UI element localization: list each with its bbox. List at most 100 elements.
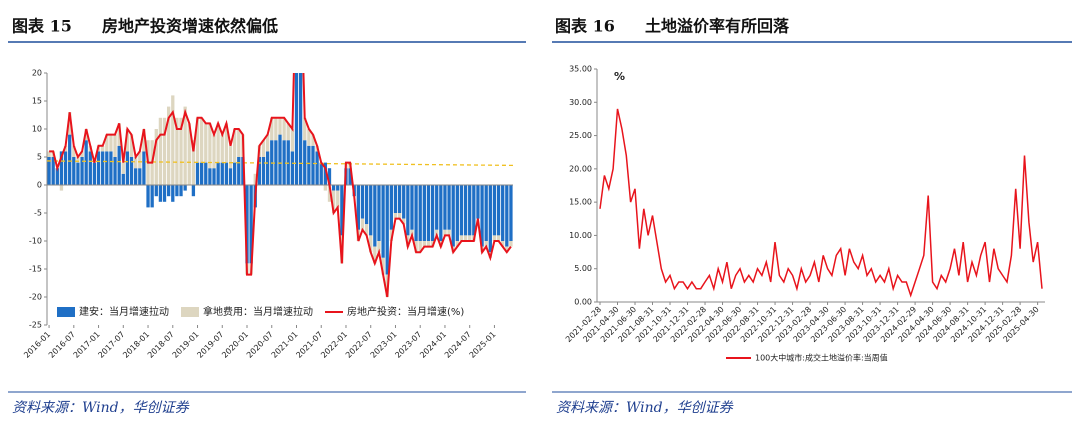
bar: [381, 257, 385, 275]
bar: [447, 185, 451, 230]
bar: [47, 151, 51, 157]
bar: [294, 73, 299, 74]
bar: [162, 185, 167, 202]
y-tick-label: 25.00: [569, 131, 592, 140]
source: 资料来源：Wind，华创证券: [12, 400, 190, 416]
bar: [369, 235, 373, 253]
x-tick-label: 2025-01: [468, 330, 498, 360]
bar: [72, 157, 76, 185]
bar: [327, 185, 332, 202]
bar: [480, 185, 484, 247]
bar: [311, 134, 315, 146]
bar: [208, 123, 212, 169]
bar: [443, 229, 447, 236]
bar: [360, 218, 365, 230]
bar: [501, 185, 505, 241]
bar: [76, 162, 80, 185]
legend-swatch: [57, 307, 75, 317]
bar: [331, 185, 336, 191]
bar: [463, 235, 468, 241]
source: 资料来源：Wind，华创证券: [556, 400, 734, 416]
bar: [418, 185, 422, 241]
bar: [80, 157, 84, 185]
legend-label: 100大中城市:成交土地溢价率:当周值: [755, 353, 888, 363]
bar: [323, 162, 328, 185]
bar: [369, 185, 373, 236]
bar: [298, 73, 303, 185]
bar: [364, 224, 369, 236]
bar: [80, 151, 84, 157]
bar: [109, 134, 113, 152]
bar: [488, 185, 492, 253]
bar: [59, 185, 64, 191]
bar: [154, 185, 158, 197]
chart-title: 土地溢价率有所回落: [645, 17, 790, 36]
y-tick-label: 10: [32, 125, 42, 134]
bar: [105, 134, 109, 152]
bar: [484, 241, 488, 247]
bar: [204, 123, 208, 163]
bar: [443, 185, 447, 230]
annotation: %: [614, 70, 625, 83]
legend-label: 房地产投资：当月增速(%): [347, 305, 464, 318]
bar: [402, 185, 406, 219]
bar: [63, 151, 68, 185]
bar: [220, 162, 224, 185]
bar: [88, 151, 92, 185]
bar: [492, 235, 497, 241]
bar: [282, 140, 286, 185]
bar: [455, 185, 459, 241]
bar: [364, 185, 369, 225]
bar: [484, 185, 488, 241]
bar: [191, 140, 196, 185]
bar: [121, 162, 125, 174]
bar: [117, 123, 121, 146]
bar: [385, 185, 389, 275]
y-tick-label: -15: [29, 265, 42, 274]
bar: [389, 185, 393, 230]
bar: [245, 185, 249, 264]
bar: [138, 168, 142, 185]
bar: [451, 185, 455, 247]
line-series: [599, 108, 1043, 298]
bar: [265, 151, 270, 185]
trend-line: [46, 160, 514, 167]
bar: [51, 157, 55, 185]
chart-title: 房地产投资增速依然偏低: [102, 17, 278, 36]
bar: [373, 185, 377, 247]
bar: [101, 145, 105, 152]
y-tick-label: 5.00: [574, 264, 592, 273]
bar: [101, 151, 105, 185]
bar: [418, 241, 422, 253]
figure-label: 图表 15: [12, 17, 72, 36]
bar: [224, 123, 229, 163]
bar: [381, 185, 385, 258]
bar: [286, 123, 290, 141]
bar: [303, 117, 307, 141]
y-tick-label: 5: [37, 153, 42, 162]
bar: [261, 157, 266, 185]
y-tick-label: -20: [29, 293, 42, 302]
bar: [492, 185, 497, 236]
bar: [220, 134, 224, 163]
bar: [336, 190, 340, 208]
bar: [175, 185, 179, 197]
bar: [228, 168, 233, 185]
bar: [290, 129, 295, 152]
bar: [134, 168, 138, 185]
bar: [447, 229, 451, 236]
y-tick-label: 35.00: [569, 65, 592, 74]
y-tick-label: 30.00: [569, 98, 592, 107]
bar: [237, 129, 241, 157]
y-tick-label: 0.00: [574, 298, 592, 307]
bar: [224, 162, 229, 185]
bar: [76, 157, 80, 163]
bar: [162, 117, 167, 185]
bar: [406, 235, 410, 247]
bar: [463, 185, 468, 236]
bar: [175, 117, 179, 185]
bar: [92, 162, 97, 185]
y-tick-label: 15: [32, 97, 42, 106]
bar: [265, 134, 270, 152]
